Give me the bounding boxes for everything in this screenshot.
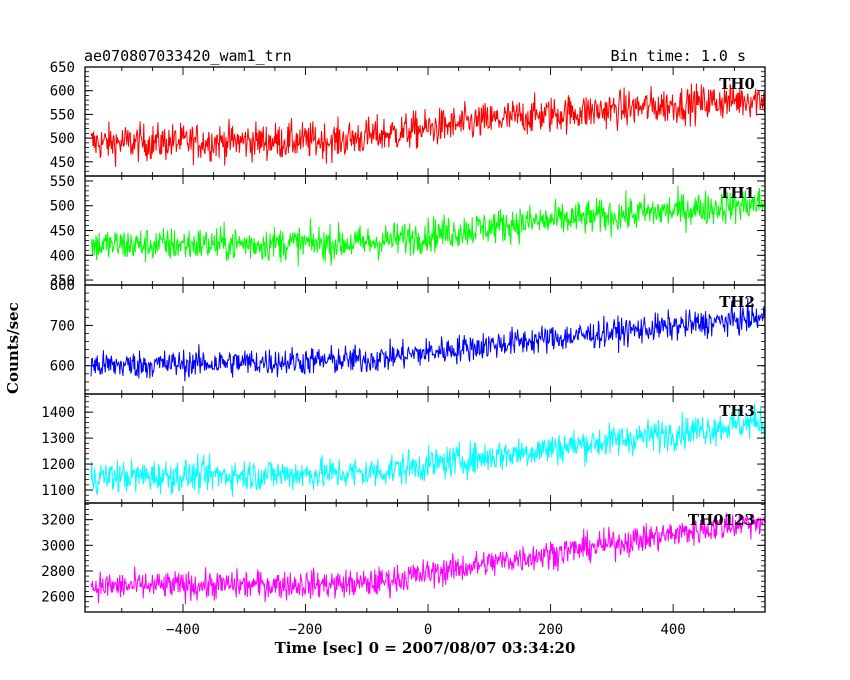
y-tick-label: 1200 <box>41 457 75 473</box>
y-tick-label: 500 <box>50 199 75 215</box>
series-label-th0123: TH0123 <box>688 511 755 529</box>
y-tick-label: 2800 <box>41 564 75 580</box>
y-tick-label: 600 <box>50 84 75 100</box>
series-label-th2: TH2 <box>719 293 755 311</box>
x-tick-label: 400 <box>660 622 685 638</box>
y-tick-label: 550 <box>50 107 75 123</box>
y-tick-label: 450 <box>50 224 75 240</box>
y-tick-label: 1400 <box>41 405 75 421</box>
y-axis-label: Counts/sec <box>4 302 22 394</box>
panel-frame <box>84 284 766 395</box>
y-tick-label: 350 <box>50 273 75 289</box>
series-line-th3 <box>90 403 766 497</box>
panel-frame <box>84 393 766 504</box>
y-tick-label: 550 <box>50 174 75 190</box>
panel-frame <box>84 502 766 613</box>
y-tick-label: 1100 <box>41 483 75 499</box>
series-line-th1 <box>90 185 766 267</box>
x-axis-label: Time [sec] 0 = 2007/08/07 03:34:20 <box>274 639 576 657</box>
y-tick-label: 3200 <box>41 513 75 529</box>
series-label-th1: TH1 <box>719 184 755 202</box>
y-tick-label: 3000 <box>41 538 75 554</box>
y-tick-label: 600 <box>50 359 75 375</box>
x-tick-label: 200 <box>538 622 563 638</box>
y-tick-label: 800 <box>50 278 75 294</box>
x-tick-label: −400 <box>166 622 200 638</box>
series-line-th0 <box>90 79 766 167</box>
x-tick-label: −200 <box>289 622 323 638</box>
y-tick-label: 400 <box>50 248 75 264</box>
bin-time-label: Bin time: 1.0 s <box>610 47 746 65</box>
y-tick-label: 1300 <box>41 431 75 447</box>
x-tick-label: 0 <box>424 622 432 638</box>
panel-th1: 350 400 450 500 550 TH1 <box>50 174 766 289</box>
panel-th0123: 2600 2800 3000 3200 TH0123 <box>41 502 766 613</box>
y-tick-label: 500 <box>50 131 75 147</box>
series-line-th2 <box>90 298 766 382</box>
series-line-th0123 <box>90 512 766 605</box>
panel-th2: 600 700 800 TH2 <box>50 278 766 395</box>
panel-th3: 1100 1200 1300 1400 TH3 <box>41 393 766 504</box>
chart-title-left: ae070807033420_wam1_trn <box>84 47 292 65</box>
y-tick-label: 2600 <box>41 590 75 606</box>
series-label-th0: TH0 <box>719 75 755 93</box>
y-tick-label: 700 <box>50 318 75 334</box>
series-label-th3: TH3 <box>719 402 755 420</box>
panel-th0: 450 500 550 600 650 TH0 <box>50 60 766 177</box>
y-tick-label: 450 <box>50 155 75 171</box>
y-tick-label: 650 <box>50 60 75 76</box>
